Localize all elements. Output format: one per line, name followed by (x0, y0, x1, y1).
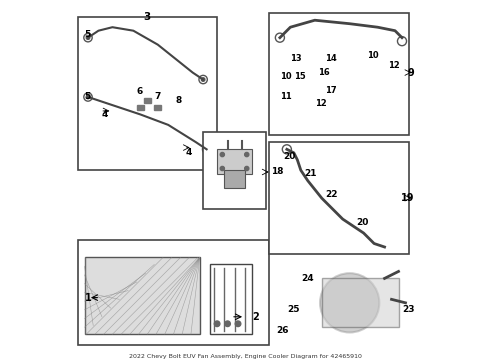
Circle shape (86, 36, 90, 39)
Text: 20: 20 (283, 152, 296, 161)
Bar (217, 149, 252, 174)
Bar (137, 105, 144, 110)
Text: 2022 Chevy Bolt EUV Fan Assembly, Engine Cooler Diagram for 42465910: 2022 Chevy Bolt EUV Fan Assembly, Engine… (128, 354, 362, 359)
Circle shape (214, 321, 220, 327)
Text: 6: 6 (137, 87, 143, 96)
Bar (77, 17, 217, 170)
Text: 2: 2 (252, 312, 259, 322)
Text: 14: 14 (325, 54, 337, 63)
Text: 4: 4 (102, 110, 108, 119)
Text: 9: 9 (408, 68, 414, 77)
Text: 5: 5 (84, 30, 91, 39)
Circle shape (245, 152, 249, 157)
Text: 11: 11 (280, 93, 292, 102)
Text: 10: 10 (367, 51, 379, 60)
Text: 18: 18 (271, 167, 284, 176)
Text: 15: 15 (294, 72, 306, 81)
Circle shape (220, 152, 224, 157)
Circle shape (201, 78, 205, 81)
Text: 3: 3 (144, 12, 151, 22)
Bar (322, 278, 398, 327)
Bar (270, 142, 409, 254)
Text: 24: 24 (301, 274, 314, 283)
Text: 23: 23 (402, 305, 415, 314)
Text: 17: 17 (325, 86, 337, 95)
Text: 20: 20 (357, 218, 369, 227)
Circle shape (205, 148, 208, 151)
Circle shape (220, 166, 224, 171)
Circle shape (86, 95, 90, 99)
Text: 12: 12 (315, 99, 326, 108)
Text: 10: 10 (280, 72, 292, 81)
Text: 8: 8 (175, 96, 181, 105)
Text: 16: 16 (318, 68, 330, 77)
Circle shape (225, 321, 230, 327)
Circle shape (245, 166, 249, 171)
Text: 12: 12 (388, 61, 400, 70)
Text: 7: 7 (154, 93, 161, 102)
Bar (84, 257, 199, 334)
Bar (77, 240, 270, 345)
Circle shape (235, 321, 241, 327)
Bar (144, 98, 151, 103)
Circle shape (320, 273, 379, 333)
Text: 22: 22 (325, 190, 338, 199)
Bar (270, 13, 409, 135)
Text: 25: 25 (287, 305, 299, 314)
Text: 1: 1 (85, 293, 92, 303)
Text: 19: 19 (401, 193, 414, 203)
Text: 4: 4 (186, 148, 192, 157)
Bar (224, 170, 245, 188)
Bar (154, 105, 161, 110)
Bar (203, 132, 266, 209)
Text: 13: 13 (291, 54, 302, 63)
Text: 26: 26 (276, 326, 289, 335)
Text: 5: 5 (84, 93, 91, 102)
Bar (210, 265, 252, 334)
Text: 21: 21 (304, 169, 317, 178)
